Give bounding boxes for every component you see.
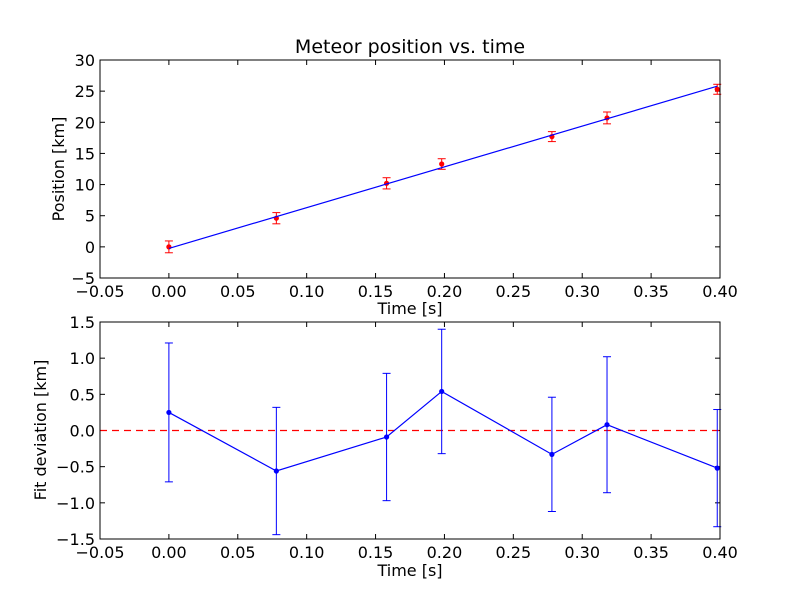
x-tick-label: 0.40 — [702, 543, 738, 562]
x-tick-label: 0.30 — [564, 282, 600, 301]
x-tick-label: 0.10 — [289, 282, 325, 301]
y-tick-label: 20 — [75, 113, 95, 132]
y-tick-label: 1.5 — [70, 313, 95, 332]
x-axis-label: Time [s] — [376, 299, 442, 318]
data-point — [439, 388, 445, 395]
position-plot-area: −0.05 0.00 0.05 0.10 0.15 0.20 0.25 0.30 0.35 0.4… — [71, 51, 737, 301]
x-tick-label: 0.30 — [564, 543, 600, 562]
x-tick-label: 0.20 — [427, 543, 463, 562]
deviation-plot-area: −0.05 0.00 0.05 0.10 0.15 0.20 0.25 0.30 0.35 0.4… — [56, 313, 738, 562]
x-tick-label: 0.20 — [427, 282, 463, 301]
data-point — [273, 468, 279, 474]
axes-frame — [99, 321, 721, 540]
x-tick-label: 0.00 — [151, 543, 187, 562]
x-tick-label: 0.25 — [496, 282, 532, 301]
x-axis-label: Time [s] — [376, 561, 442, 580]
axes-frame — [99, 59, 721, 279]
x-tick-label: 0.05 — [220, 282, 256, 301]
y-tick-label: −1.5 — [56, 530, 95, 549]
y-tick-label: −1.0 — [56, 494, 95, 513]
y-tick-label: 0 — [85, 238, 95, 257]
y-tick-label: −0.5 — [56, 458, 95, 477]
data-point — [714, 465, 720, 471]
data-point — [549, 451, 555, 457]
y-tick-label: 0.5 — [70, 385, 95, 404]
chart-title: Meteor position vs. time — [295, 36, 525, 58]
data-point — [383, 434, 390, 440]
data-point — [166, 244, 172, 250]
x-tick-label: 0.35 — [633, 282, 669, 301]
x-tick-label: 0.15 — [358, 543, 394, 562]
x-tick-label: 0.35 — [633, 543, 669, 562]
x-tick-label: −0.05 — [75, 543, 124, 562]
y-tick-label: 5 — [85, 207, 95, 226]
data-point — [604, 422, 610, 428]
x-tick-label: 0.05 — [220, 543, 256, 562]
deviation-chart: −0.05 0.00 0.05 0.10 0.15 0.20 0.25 0.30 0.35 0.4… — [31, 313, 738, 580]
position-chart: Meteor position vs. time −0.05 0.00 0.05 0.… — [49, 36, 738, 318]
y-axis-label: Position [km] — [49, 117, 68, 222]
y-tick-label: 25 — [75, 82, 95, 101]
data-point — [714, 86, 720, 92]
data-point — [166, 409, 172, 416]
x-tick-label: 0.15 — [358, 282, 394, 301]
fit-line — [168, 85, 718, 249]
x-tick-label: 0.40 — [702, 282, 738, 301]
y-tick-label: −5 — [71, 269, 95, 288]
x-tick-label: 0.25 — [496, 543, 532, 562]
y-tick-label: 1.0 — [70, 349, 95, 368]
x-tick-label: 0.00 — [151, 282, 187, 301]
y-tick-label: 15 — [75, 144, 95, 163]
y-tick-label: 10 — [75, 176, 95, 195]
y-axis-label: Fit deviation [km] — [31, 360, 50, 501]
x-tick-label: 0.10 — [289, 543, 325, 562]
data-point — [439, 161, 445, 167]
y-tick-label: 30 — [75, 51, 95, 70]
x-tick-label: −0.05 — [75, 282, 124, 301]
y-tick-label: 0.0 — [70, 422, 95, 441]
